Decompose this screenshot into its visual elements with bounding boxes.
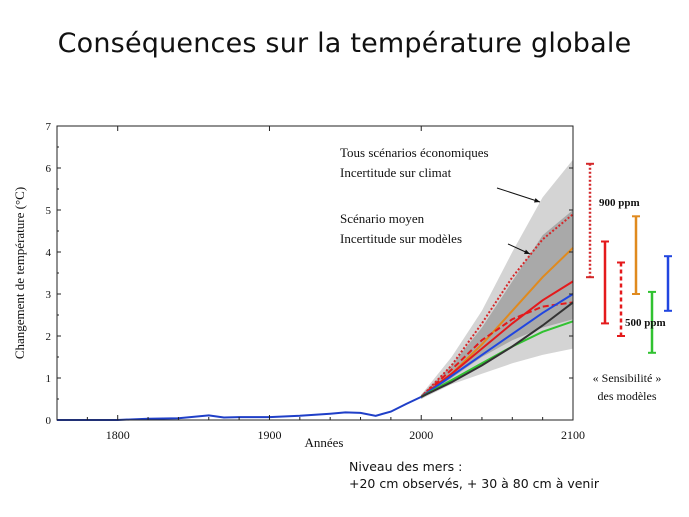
plot-area: 0 1 2 3 4 5 6 7 1800 1900 2000 2100	[46, 121, 586, 442]
y-tick-label: 4	[46, 247, 52, 259]
sea-level-note-line1: Niveau des mers :	[349, 459, 463, 474]
y-axis-label: Changement de température (°C)	[12, 187, 27, 359]
slide-title: Conséquences sur la température globale	[57, 28, 632, 59]
annotation-arrow-all	[496, 187, 541, 203]
y-tick-label: 1	[46, 373, 52, 385]
projection-line-7	[420, 301, 574, 398]
sensitivity-caption-line1: « Sensibilité »	[593, 371, 662, 385]
projection-series	[420, 213, 574, 398]
plot-frame	[56, 125, 574, 421]
y-tick-label: 7	[46, 121, 52, 133]
projection-line-4	[420, 301, 574, 398]
annotation-mean-scenario-line2: Incertitude sur modèles	[340, 231, 462, 246]
annotation-arrowhead-all	[534, 198, 540, 203]
envelope-all-scenarios	[421, 159, 573, 399]
label-500-ppm: 500 ppm	[625, 317, 666, 329]
envelope-mean-scenario	[421, 210, 573, 399]
projection-line-5	[420, 293, 574, 398]
label-900-ppm: 900 ppm	[599, 197, 640, 209]
sensitivity-caption-line2: des modèles	[598, 389, 657, 403]
x-tick-label: 1900	[257, 428, 281, 442]
sea-level-note-line2: +20 cm observés, + 30 à 80 cm à venir	[349, 476, 599, 491]
axis-ticks: 0 1 2 3 4 5 6 7 1800 1900 2000 2100	[46, 121, 586, 442]
y-tick-label: 3	[46, 289, 52, 301]
projection-line-3	[420, 280, 574, 398]
annotation-all-scenarios-line1: Tous scénarios économiques	[340, 145, 489, 160]
temperature-chart: 0 1 2 3 4 5 6 7 1800 1900 2000 2100 Changement de t…	[12, 121, 672, 450]
projection-line-1	[420, 213, 574, 398]
annotation-all-scenarios-line2: Incertitude sur climat	[340, 165, 452, 180]
annotation-mean-scenario-line1: Scénario moyen	[340, 211, 425, 226]
x-tick-label: 2000	[409, 428, 433, 442]
sea-level-note: Niveau des mers : +20 cm observés, + 30 …	[349, 458, 689, 492]
y-tick-label: 5	[46, 205, 52, 217]
historical-line	[57, 395, 422, 421]
annotation-arrowhead-mean	[524, 249, 530, 254]
y-tick-label: 0	[46, 415, 52, 427]
y-tick-label: 6	[46, 163, 52, 175]
x-tick-label: 2100	[561, 428, 585, 442]
x-axis-label: Années	[305, 435, 344, 450]
y-tick-label: 2	[46, 331, 52, 343]
x-tick-label: 1800	[106, 428, 130, 442]
sensitivity-bars	[586, 162, 672, 354]
